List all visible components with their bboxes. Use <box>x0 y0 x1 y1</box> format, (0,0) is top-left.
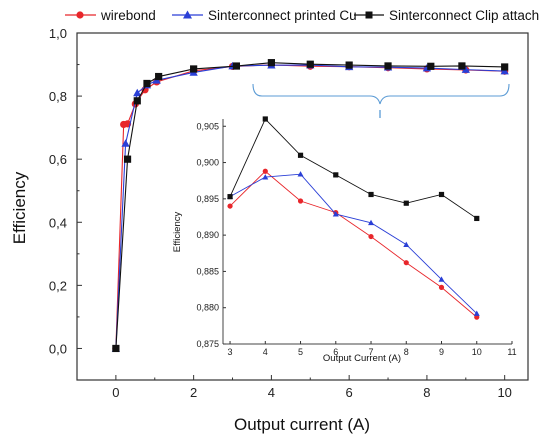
legend-label-clip-attach: Sinterconnect Clip attach <box>389 8 539 23</box>
inset-series-wirebond-point <box>227 203 233 209</box>
main-series-sinterconnect-printed-cu-point <box>500 66 509 75</box>
inset-series-sinterconnect-clip-attach-point <box>333 172 339 178</box>
main-series-sinterconnect-clip-attach-point <box>155 72 163 81</box>
main-y-axis-label: Efficiency <box>10 171 29 244</box>
main-series-sinterconnect-clip-attach-point <box>458 62 466 70</box>
legend-label-wirebond: wirebond <box>100 8 156 23</box>
main-series-sinterconnect-clip-attach-point <box>143 79 151 88</box>
main-series-sinterconnect-clip-attach-point <box>427 62 435 70</box>
inset-series-sinterconnect-printed-cu-point <box>403 241 410 247</box>
main-series-sinterconnect-printed-cu-point <box>133 88 142 97</box>
inset-y-tick-label: 0,890 <box>196 230 219 240</box>
inset-x-tick-label: 8 <box>404 347 409 357</box>
inset-series-sinterconnect-printed-cu-point <box>332 211 339 217</box>
main-x-tick-label: 4 <box>268 385 275 400</box>
main-series-sinterconnect-printed-cu-point <box>121 139 130 147</box>
inset-series-sinterconnect-clip-attach-point <box>262 116 268 122</box>
main-series-sinterconnect-clip-attach-point <box>112 344 120 353</box>
inset-series-sinterconnect-printed-cu-point <box>368 219 375 226</box>
inset-x-tick-label: 3 <box>228 347 233 357</box>
legend-marker-printed-cu <box>183 10 192 19</box>
main-y-tick-label: 0,4 <box>49 215 67 230</box>
inset-y-tick-label: 0,895 <box>196 194 219 204</box>
inset-series-wirebond-point <box>262 168 268 174</box>
main-series-group <box>111 59 509 353</box>
inset-y-axis-label: Efficiency <box>172 212 183 253</box>
main-series-sinterconnect-clip-attach-point <box>267 59 275 67</box>
inset-x-tick-label: 7 <box>369 347 374 357</box>
legend: wirebond Sinterconnect printed Cu Sinter… <box>65 8 539 23</box>
main-plot: 0 2 4 6 8 10 0,0 0,2 0,4 0,6 0,8 1,0 Output curren… <box>10 26 529 434</box>
main-x-axis-ticks: 0 2 4 6 8 10 <box>112 375 512 400</box>
inset-series-sinterconnect-printed-cu-point <box>473 310 480 316</box>
inset-x-tick-label: 6 <box>333 347 338 357</box>
inset-series-sinterconnect-clip-attach-point <box>403 200 409 206</box>
inset-x-tick-label: 10 <box>472 347 482 357</box>
main-x-tick-label: 8 <box>423 385 430 400</box>
inset-x-tick-label: 11 <box>507 347 516 357</box>
inset-x-tick-label: 4 <box>263 347 268 357</box>
inset-x-axis-label: Output Current (A) <box>323 353 401 364</box>
inset-background <box>221 118 514 346</box>
main-series-sinterconnect-clip-attach-point <box>190 65 198 73</box>
zoom-bracket-brace <box>252 83 510 105</box>
inset-series-sinterconnect-printed-cu-point <box>438 276 445 282</box>
main-series-sinterconnect-clip-attach-point <box>345 61 353 69</box>
main-y-tick-label: 0,0 <box>49 341 67 356</box>
inset-y-tick-label: 0,885 <box>196 266 219 276</box>
inset-series-group <box>227 116 480 320</box>
main-y-tick-label: 0,8 <box>49 89 67 104</box>
legend-marker-clip-attach <box>365 11 373 19</box>
inset-series-sinterconnect-clip-attach-line <box>229 118 478 219</box>
inset-x-tick-label: 9 <box>439 347 444 357</box>
inset-y-tick-label: 0,880 <box>196 303 219 313</box>
inset-plot: 3 4 5 6 7 8 9 10 11 0,875 0,880 0,885 0,890 0,895 0,9… <box>172 116 517 364</box>
main-series-sinterconnect-printed-cu-line <box>115 64 505 349</box>
main-y-tick-label: 0,2 <box>49 278 67 293</box>
inset-series-sinterconnect-printed-cu-point <box>262 174 269 180</box>
main-x-tick-label: 6 <box>346 385 353 400</box>
main-plot-frame <box>76 32 529 381</box>
inset-series-sinterconnect-clip-attach-point <box>438 191 445 198</box>
main-series-sinterconnect-clip-attach-point <box>133 97 141 105</box>
inset-series-wirebond-point <box>403 260 409 266</box>
inset-series-sinterconnect-clip-attach-point <box>368 191 374 198</box>
main-series-sinterconnect-clip-attach-point <box>306 60 314 68</box>
main-series-sinterconnect-clip-attach-point <box>501 63 509 71</box>
main-x-tick-label: 2 <box>190 385 197 400</box>
main-y-tick-label: 0,6 <box>49 152 67 167</box>
main-x-tick-label: 0 <box>112 385 119 400</box>
main-x-tick-label: 10 <box>497 385 511 400</box>
inset-series-wirebond-point <box>368 233 374 240</box>
inset-series-sinterconnect-clip-attach <box>227 116 480 222</box>
legend-marker-wirebond <box>76 11 84 19</box>
main-series-sinterconnect-clip-attach-point <box>232 62 241 70</box>
main-x-axis-label: Output current (A) <box>234 415 370 434</box>
inset-x-axis-ticks: 3 4 5 6 7 8 9 10 11 <box>228 341 517 357</box>
inset-y-tick-label: 0,905 <box>196 121 219 131</box>
inset-y-tick-label: 0,900 <box>196 158 219 168</box>
inset-y-axis-ticks: 0,875 0,880 0,885 0,890 0,895 0,900 0,905 <box>196 121 226 349</box>
inset-y-tick-label: 0,875 <box>196 339 219 349</box>
inset-series-sinterconnect-printed-cu-point <box>297 171 304 177</box>
inset-series-wirebond-point <box>297 198 304 204</box>
inset-series-sinterconnect-clip-attach-point <box>474 215 480 222</box>
inset-x-tick-label: 5 <box>298 347 303 357</box>
main-y-axis-ticks: 0,0 0,2 0,4 0,6 0,8 1,0 <box>49 26 82 356</box>
main-y-tick-label: 1,0 <box>49 26 67 41</box>
inset-series-wirebond-point <box>438 284 445 290</box>
main-series-sinterconnect-clip-attach <box>112 59 509 353</box>
main-series-sinterconnect-clip-attach-point <box>384 62 392 70</box>
main-series-sinterconnect-printed-cu-point <box>461 65 470 73</box>
inset-series-sinterconnect-clip-attach-point <box>297 152 304 158</box>
inset-series-sinterconnect-clip-attach-point <box>227 194 233 200</box>
legend-label-printed-cu: Sinterconnect printed Cu <box>208 8 357 23</box>
inset-series-sinterconnect-printed-cu-line <box>229 173 478 314</box>
main-series-sinterconnect-clip-attach-point <box>123 155 132 163</box>
